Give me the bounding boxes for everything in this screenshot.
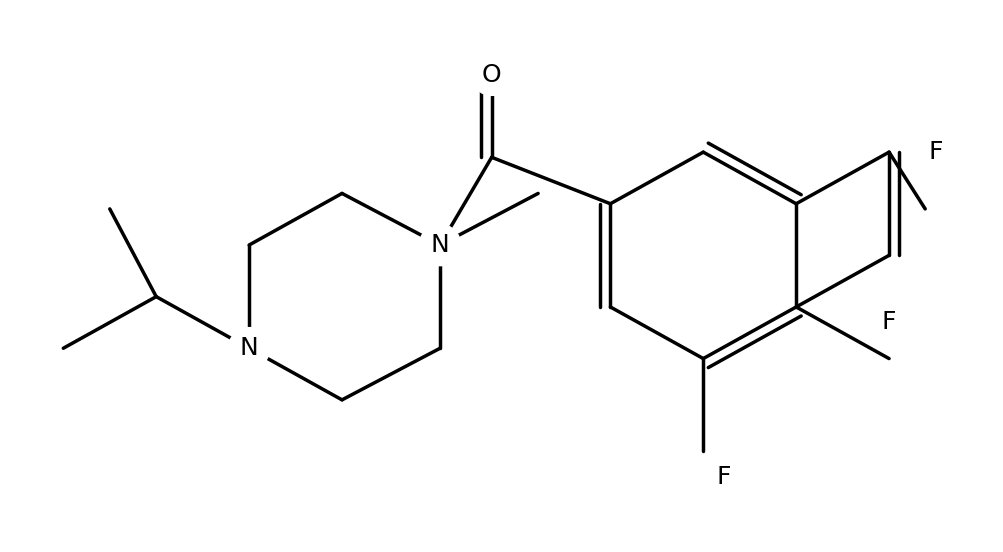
Text: N: N — [240, 336, 258, 360]
Circle shape — [868, 302, 909, 343]
Circle shape — [229, 327, 270, 369]
Text: F: F — [716, 465, 730, 489]
Text: N: N — [430, 233, 449, 257]
Circle shape — [470, 54, 512, 95]
Text: O: O — [481, 63, 500, 87]
Circle shape — [702, 457, 744, 498]
Circle shape — [914, 131, 955, 173]
Text: F: F — [881, 310, 896, 335]
Circle shape — [419, 225, 460, 266]
Text: F: F — [928, 140, 942, 164]
